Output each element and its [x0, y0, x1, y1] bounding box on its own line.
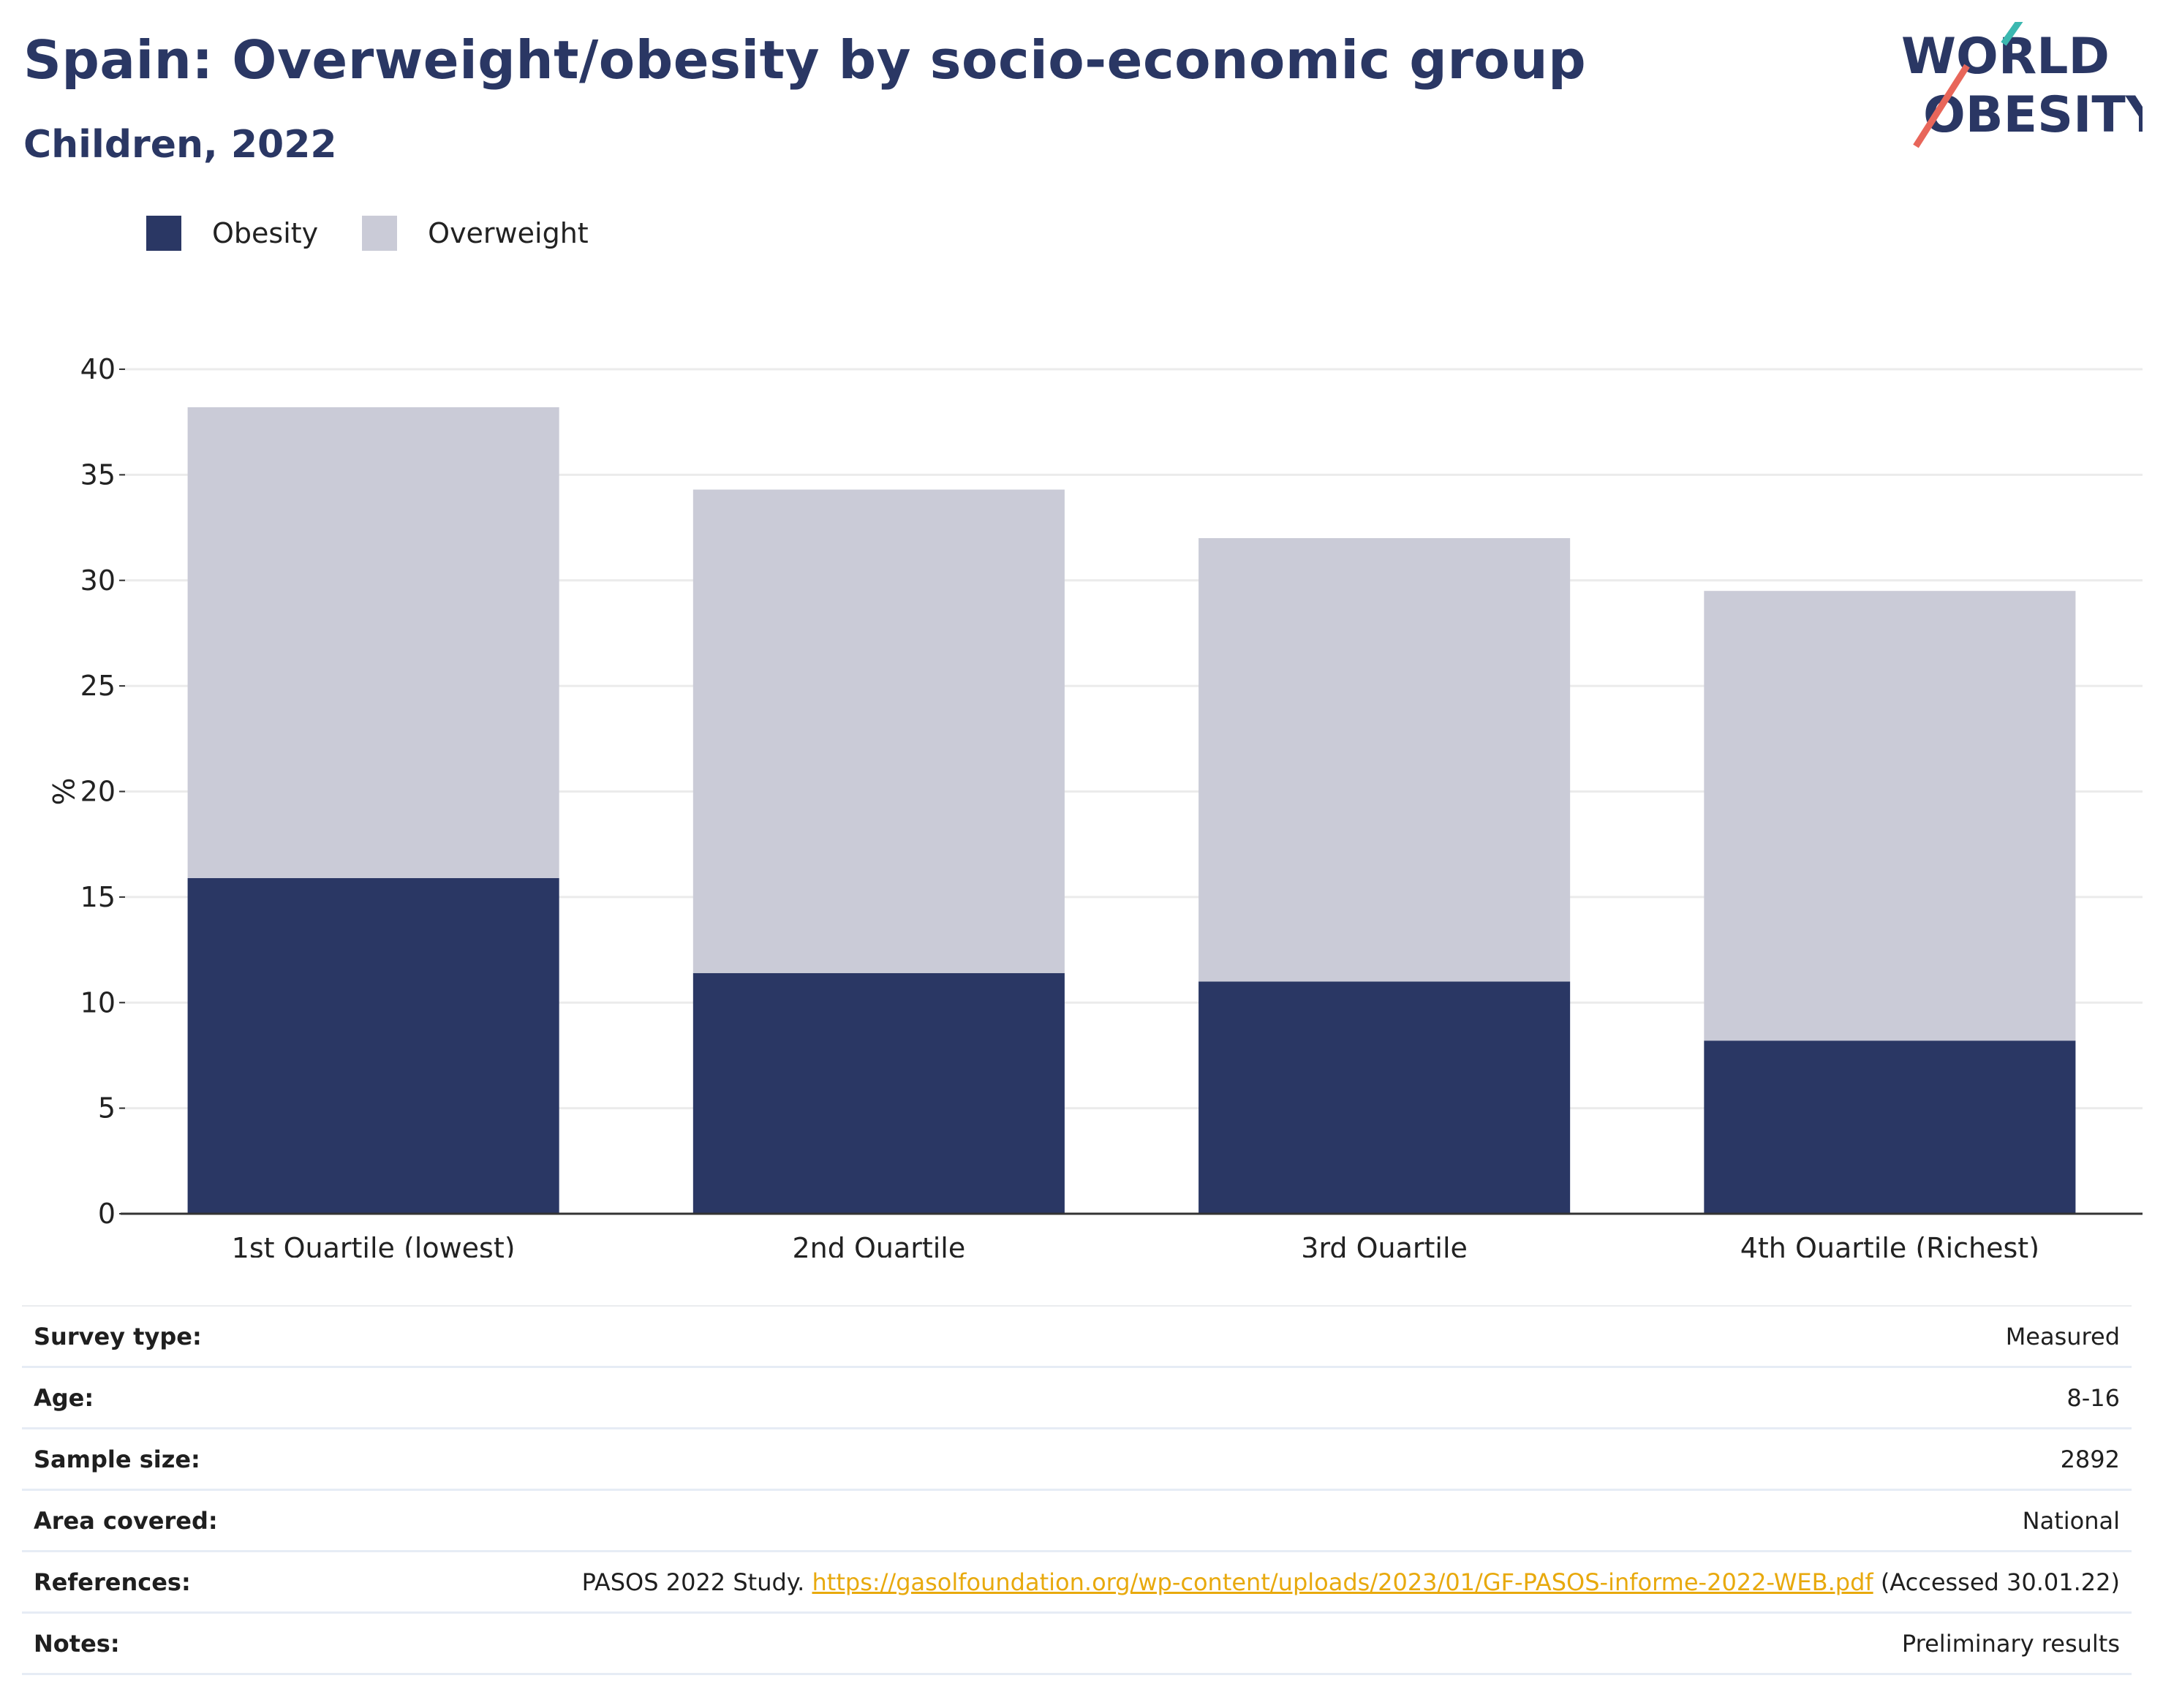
references-link[interactable]: https://gasolfoundation.org/wp-content/u… — [812, 1568, 1873, 1596]
info-table: Survey type: Measured Age: 8-16 Sample s… — [22, 1305, 2132, 1675]
y-axis-title: % — [45, 777, 79, 805]
chart-title: Spain: Overweight/obesity by socio-econo… — [23, 29, 1587, 91]
legend-item-obesity[interactable]: Obesity — [146, 216, 318, 251]
y-tick-label: 10 — [80, 986, 116, 1019]
y-tick-label: 20 — [80, 776, 116, 808]
info-value: 2892 — [2060, 1445, 2120, 1473]
y-tick-label: 30 — [80, 564, 116, 597]
info-label: References: — [34, 1568, 191, 1596]
info-row-sample-size: Sample size: 2892 — [22, 1429, 2132, 1491]
info-label: Survey type: — [34, 1322, 202, 1350]
y-tick-label: 40 — [80, 353, 116, 385]
info-label: Sample size: — [34, 1445, 200, 1473]
y-tick-label: 0 — [98, 1198, 116, 1230]
x-tick-label: 2nd Quartile — [792, 1232, 965, 1258]
bar-obesity-3[interactable] — [1198, 981, 1571, 1214]
info-value: Preliminary results — [1901, 1629, 2120, 1658]
x-tick-label: 1st Quartile (lowest) — [232, 1232, 516, 1258]
bar-chart: 0 5 10 15 20 25 30 35 40% 1st Quartile (lowest) 2n… — [45, 353, 2143, 1258]
info-value: Measured — [2005, 1322, 2120, 1350]
references-suffix: (Accessed 30.01.22) — [1873, 1568, 2120, 1596]
info-row-survey-type: Survey type: Measured — [22, 1307, 2132, 1368]
references-prefix: PASOS 2022 Study. — [581, 1568, 812, 1596]
logo-slash-teal — [2001, 22, 2023, 46]
legend-label-obesity: Obesity — [212, 217, 319, 249]
y-tick-label: 25 — [80, 670, 116, 702]
references-value: PASOS 2022 Study. https://gasolfoundatio… — [582, 1568, 2120, 1596]
bar-overweight-1[interactable] — [187, 407, 559, 878]
y-tick-label: 5 — [98, 1092, 116, 1125]
bar-obesity-1[interactable] — [187, 877, 559, 1214]
y-tick-label: 15 — [80, 881, 116, 913]
logo-line2: OBESITY — [1923, 86, 2143, 144]
chart-subtitle: Children, 2022 — [23, 123, 337, 167]
world-obesity-logo[interactable]: WORLD OBESITY — [1901, 22, 2143, 154]
y-tick-label: 35 — [80, 458, 116, 491]
chart-legend: Obesity Overweight — [146, 216, 633, 251]
logo-slash-red — [1913, 64, 1970, 148]
x-tick-label: 3rd Quartile — [1301, 1232, 1468, 1258]
info-value: 8-16 — [2066, 1383, 2120, 1412]
axes: 0 5 10 15 20 25 30 35 40% 1st Quartile (lowest) 2n… — [45, 353, 2143, 1258]
info-value: National — [2022, 1506, 2120, 1535]
legend-swatch-obesity — [146, 216, 181, 251]
info-row-area-covered: Area covered: National — [22, 1491, 2132, 1552]
legend-item-overweight[interactable]: Overweight — [362, 216, 589, 251]
info-label: Notes: — [34, 1629, 120, 1658]
legend-label-overweight: Overweight — [428, 217, 589, 249]
bar-overweight-4[interactable] — [1704, 591, 2076, 1041]
bar-overweight-3[interactable] — [1198, 538, 1571, 982]
legend-swatch-overweight — [362, 216, 398, 251]
bar-overweight-2[interactable] — [692, 489, 1065, 973]
bar-obesity-4[interactable] — [1704, 1040, 2076, 1214]
bar-obesity-2[interactable] — [692, 972, 1065, 1214]
x-tick-label: 4th Quartile (Richest) — [1740, 1232, 2039, 1258]
info-label: Area covered: — [34, 1506, 218, 1535]
info-label: Age: — [34, 1383, 94, 1412]
info-row-age: Age: 8-16 — [22, 1368, 2132, 1429]
info-row-notes: Notes: Preliminary results — [22, 1614, 2132, 1675]
bars — [187, 407, 2076, 1214]
info-row-references: References: PASOS 2022 Study. https://ga… — [22, 1552, 2132, 1614]
